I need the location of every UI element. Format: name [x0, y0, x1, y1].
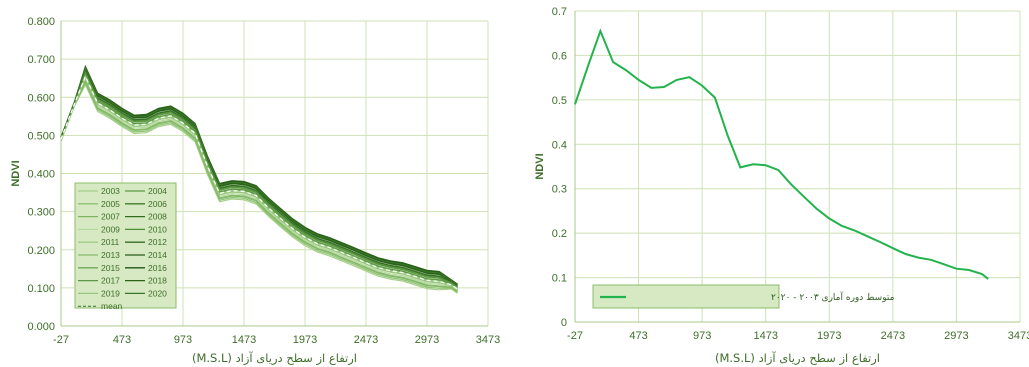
- y-tick-label: 0.2: [552, 228, 567, 240]
- y-tick-label: 0.3: [552, 184, 567, 196]
- legend-label-2017: 2017: [101, 276, 120, 286]
- legend-label-2005: 2005: [101, 199, 120, 209]
- x-tick-label: 3473: [1008, 330, 1029, 342]
- y-tick-label: 0.000: [27, 321, 55, 333]
- x-tick-label: 1473: [753, 330, 777, 342]
- legend: 2003 2004 2005 2006 2007 2008 2009 2010 2011 2012…: [74, 182, 177, 311]
- y-tick-label: 0.6: [552, 50, 567, 62]
- y-tick-label: 0.800: [27, 16, 55, 28]
- x-tick-label: 1473: [232, 334, 256, 346]
- legend-label-2011: 2011: [101, 237, 120, 247]
- x-axis-title: ارتفاع از سطح دریای آزاد (M.S.L): [715, 351, 880, 366]
- legend-label-2015: 2015: [101, 263, 120, 273]
- x-tick-label: 473: [629, 330, 647, 342]
- x-axis-title: ارتفاع از سطح دریای آزاد (M.S.L): [192, 351, 357, 366]
- x-tick-label: -27: [53, 334, 69, 346]
- x-tick-label: 1973: [293, 334, 317, 346]
- series-line-2013: [60, 79, 458, 292]
- series-line-2012: [60, 69, 458, 287]
- chart-2: -27 473 973 1473 1973 2473 2973 3473 0 0.1 0.2 0.3 0…: [534, 6, 1029, 366]
- series-line-2018: [60, 64, 458, 285]
- x-tick-label: -27: [567, 330, 583, 342]
- legend-label-mean: mean: [101, 301, 123, 311]
- y-tick-label: 0.700: [27, 54, 55, 66]
- x-tick-label: 2473: [881, 330, 905, 342]
- legend: متوسط دوره آماری ۲۰۰۳ - ۲۰۲۰: [592, 284, 895, 309]
- x-tick-label: 2973: [944, 330, 968, 342]
- y-tick-label: 0.500: [27, 130, 55, 142]
- y-tick-label: 0.200: [27, 245, 55, 257]
- legend-label-2020: 2020: [148, 288, 167, 298]
- y-axis-title: NDVI: [534, 153, 546, 179]
- legend-label-2003: 2003: [101, 186, 120, 196]
- mean-line: [60, 74, 458, 290]
- legend-label-2012: 2012: [148, 237, 167, 247]
- x-tick-label: 2473: [354, 334, 378, 346]
- legend-label-2014: 2014: [148, 250, 167, 260]
- y-tick-label: 0.400: [27, 169, 55, 181]
- legend-label-2007: 2007: [101, 212, 120, 222]
- legend-label-2013: 2013: [101, 250, 120, 260]
- x-tick-label: 973: [693, 330, 711, 342]
- y-tick-label: 0.300: [27, 207, 55, 219]
- series-line-2009: [60, 77, 458, 291]
- legend-label-2019: 2019: [101, 288, 120, 298]
- x-tick-label: 2973: [415, 334, 439, 346]
- legend-box: [592, 284, 780, 309]
- series-line-mean: [574, 28, 989, 280]
- y-tick-label: 0.1: [552, 273, 567, 285]
- series-line-2005: [60, 81, 458, 293]
- legend-label-2004: 2004: [148, 186, 167, 196]
- series-line-2003: [60, 83, 458, 294]
- y-tick-label: 0.600: [27, 92, 55, 104]
- x-tick-label: 3473: [476, 334, 500, 346]
- series-line-2019: [60, 75, 458, 290]
- legend-label-2008: 2008: [148, 212, 167, 222]
- y-tick-label: 0.7: [552, 6, 567, 18]
- chart-1: -27 473 973 1473 1973 2473 2973 3473 0.000 0.100 0…: [10, 16, 500, 366]
- y-tick-label: 0.5: [552, 95, 567, 107]
- series-line-2017: [60, 70, 458, 288]
- legend-label: متوسط دوره آماری ۲۰۰۳ - ۲۰۲۰: [771, 291, 895, 303]
- y-tick-label: 0: [561, 317, 567, 329]
- x-tick-label: 973: [174, 334, 192, 346]
- legend-label-2010: 2010: [148, 224, 167, 234]
- legend-label-2006: 2006: [148, 199, 167, 209]
- legend-label-2016: 2016: [148, 263, 167, 273]
- legend-label-2018: 2018: [148, 276, 167, 286]
- y-tick-label: 0.100: [27, 283, 55, 295]
- y-axis-title: NDVI: [10, 160, 22, 186]
- y-tick-label: 0.4: [552, 139, 567, 151]
- x-tick-label: 1973: [817, 330, 841, 342]
- x-tick-label: 473: [113, 334, 131, 346]
- legend-label-2009: 2009: [101, 224, 120, 234]
- series-line-2020: [60, 66, 458, 286]
